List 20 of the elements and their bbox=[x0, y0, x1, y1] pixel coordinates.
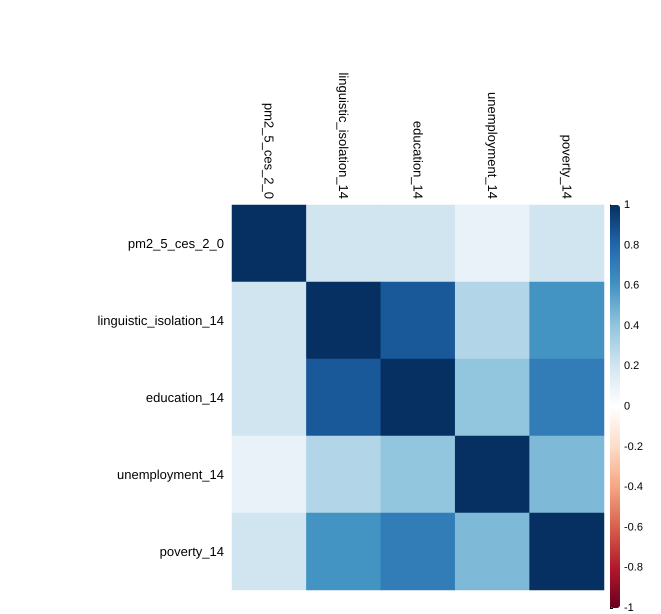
color-bar-label: -1 bbox=[624, 602, 634, 614]
x-tick-label: unemployment_14 bbox=[484, 92, 500, 199]
color-bar-label: 0.6 bbox=[624, 280, 640, 292]
x-tick-label: linguistic_isolation_14 bbox=[336, 72, 352, 199]
color-bar-label: -0.8 bbox=[624, 562, 643, 574]
color-bar-label: 0.8 bbox=[624, 239, 640, 252]
color-bar-label: -0.4 bbox=[624, 481, 643, 494]
color-bar-label: 0.4 bbox=[624, 320, 640, 332]
y-tick-label: linguistic_isolation_14 bbox=[98, 313, 224, 328]
y-tick-label: poverty_14 bbox=[160, 544, 224, 559]
y-tick-label: education_14 bbox=[146, 390, 224, 405]
color-bar-label: 0 bbox=[624, 400, 630, 412]
color-bar-label: -0.2 bbox=[624, 440, 643, 453]
color-bar-label: -0.6 bbox=[624, 521, 643, 534]
x-tick-label: education_14 bbox=[410, 120, 426, 199]
x-tick-label: poverty_14 bbox=[559, 134, 574, 199]
color-bar-label: 0.2 bbox=[624, 360, 640, 372]
y-tick-label: unemployment_14 bbox=[117, 467, 224, 482]
y-tick-label: pm2_5_ces_2_0 bbox=[128, 236, 224, 251]
color-bar-label: 1 bbox=[624, 199, 630, 211]
